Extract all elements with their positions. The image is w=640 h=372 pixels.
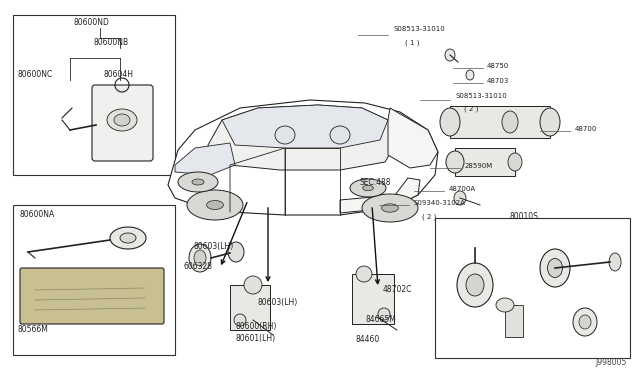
Text: ( 2 ): ( 2 ) — [464, 106, 478, 112]
Text: 80010S: 80010S — [510, 212, 539, 221]
Polygon shape — [222, 105, 388, 148]
Bar — [435, 218, 630, 358]
Ellipse shape — [178, 172, 218, 192]
Ellipse shape — [228, 242, 244, 262]
Text: 80600NA: 80600NA — [20, 210, 55, 219]
Ellipse shape — [579, 315, 591, 329]
Text: 48702C: 48702C — [383, 285, 412, 294]
Ellipse shape — [120, 233, 136, 243]
Ellipse shape — [547, 259, 563, 278]
Text: 48700A: 48700A — [449, 186, 476, 192]
Text: J998005: J998005 — [595, 358, 627, 367]
Text: S08513-31010: S08513-31010 — [455, 93, 507, 99]
Ellipse shape — [330, 126, 350, 144]
Ellipse shape — [466, 274, 484, 296]
Ellipse shape — [540, 108, 560, 136]
Text: SEC.488: SEC.488 — [360, 178, 392, 187]
FancyBboxPatch shape — [92, 85, 153, 161]
Text: 48700: 48700 — [575, 126, 597, 132]
Text: 80600NC: 80600NC — [18, 70, 53, 79]
Text: 80603(LH): 80603(LH) — [194, 242, 234, 251]
Ellipse shape — [440, 108, 460, 136]
Bar — [230, 285, 270, 330]
Ellipse shape — [194, 250, 206, 266]
Bar — [505, 305, 523, 337]
Ellipse shape — [275, 126, 295, 144]
Ellipse shape — [573, 308, 597, 336]
Polygon shape — [175, 143, 235, 175]
Ellipse shape — [508, 153, 522, 171]
Text: 80603(LH): 80603(LH) — [258, 298, 298, 307]
Ellipse shape — [187, 190, 243, 220]
Ellipse shape — [381, 204, 398, 212]
Ellipse shape — [446, 151, 464, 173]
Ellipse shape — [189, 244, 211, 272]
Text: 80566M: 80566M — [18, 325, 49, 334]
Text: 48703: 48703 — [487, 78, 509, 84]
Text: 28590M: 28590M — [465, 163, 493, 169]
Text: 48750: 48750 — [487, 63, 509, 69]
Ellipse shape — [502, 111, 518, 133]
Bar — [352, 274, 394, 324]
Ellipse shape — [466, 70, 474, 80]
Text: 80601(LH): 80601(LH) — [235, 334, 275, 343]
Ellipse shape — [107, 109, 137, 131]
FancyBboxPatch shape — [20, 268, 164, 324]
Ellipse shape — [609, 253, 621, 271]
Ellipse shape — [114, 114, 130, 126]
Ellipse shape — [244, 276, 262, 294]
Bar — [13, 205, 175, 355]
Text: 606328: 606328 — [183, 262, 212, 271]
Polygon shape — [340, 178, 420, 213]
Ellipse shape — [445, 49, 455, 61]
Ellipse shape — [363, 185, 373, 191]
Text: S09340-3102A: S09340-3102A — [414, 200, 466, 206]
Ellipse shape — [207, 201, 223, 209]
Ellipse shape — [540, 249, 570, 287]
Text: 80600NB: 80600NB — [93, 38, 128, 47]
Ellipse shape — [110, 227, 146, 249]
Ellipse shape — [457, 263, 493, 307]
Polygon shape — [208, 105, 395, 170]
Bar — [455, 148, 515, 176]
Ellipse shape — [356, 266, 372, 282]
Text: 84665M: 84665M — [365, 315, 396, 324]
Polygon shape — [168, 100, 438, 215]
Ellipse shape — [454, 191, 466, 205]
Ellipse shape — [350, 179, 386, 197]
Text: ( 2 ): ( 2 ) — [422, 213, 436, 219]
Ellipse shape — [234, 314, 246, 326]
Text: 80604H: 80604H — [103, 70, 133, 79]
Text: 80600(RH): 80600(RH) — [235, 322, 276, 331]
Text: ( 1 ): ( 1 ) — [405, 40, 419, 46]
Bar — [13, 15, 175, 175]
Polygon shape — [388, 108, 438, 168]
Text: S08513-31010: S08513-31010 — [393, 26, 445, 32]
Ellipse shape — [378, 308, 390, 320]
Text: 84460: 84460 — [355, 335, 380, 344]
Ellipse shape — [192, 179, 204, 185]
Ellipse shape — [496, 298, 514, 312]
Text: 80600ND: 80600ND — [73, 18, 109, 27]
Ellipse shape — [362, 194, 418, 222]
Bar — [450, 106, 550, 138]
